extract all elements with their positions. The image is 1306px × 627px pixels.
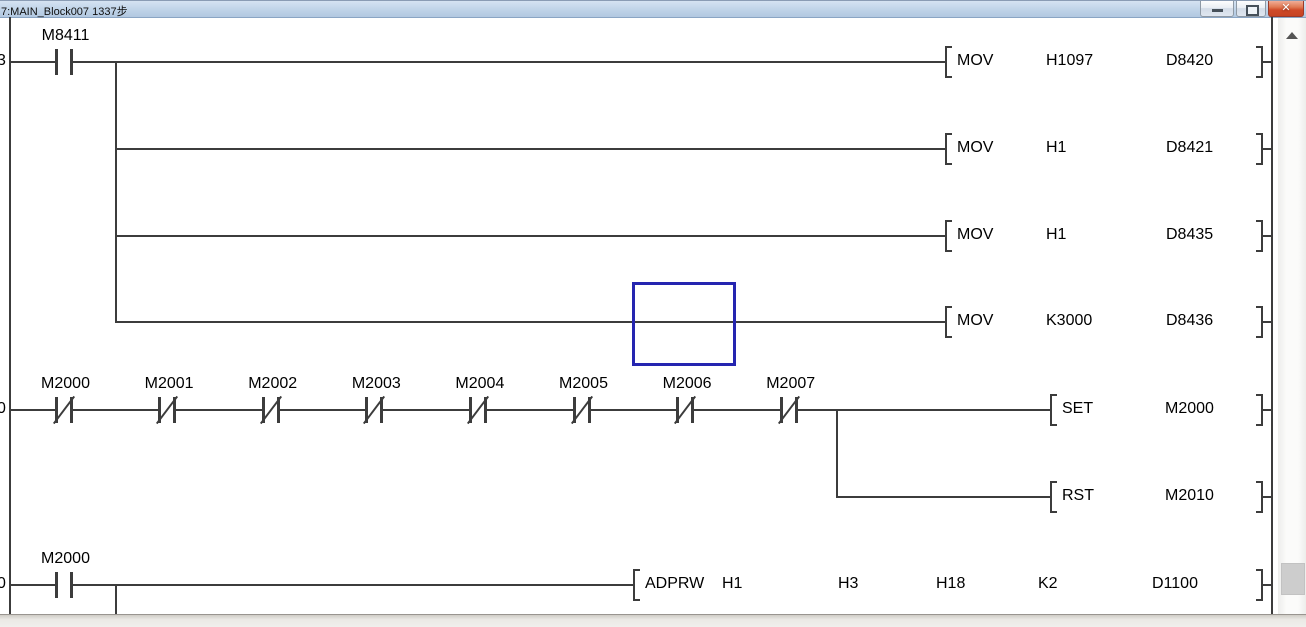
- instruction-open-bracket: [1050, 394, 1057, 426]
- instruction-mnemonic[interactable]: MOV: [957, 139, 994, 156]
- instruction-operand[interactable]: H1: [1046, 139, 1067, 156]
- contact-m8411[interactable]: [54, 49, 73, 75]
- instruction-operand[interactable]: D8420: [1166, 52, 1214, 69]
- ladder-wire: [1263, 496, 1272, 498]
- instruction-mnemonic[interactable]: MOV: [957, 226, 994, 243]
- instruction-operand[interactable]: K2: [1038, 575, 1058, 592]
- window-titlebar[interactable]: 7:MAIN_Block007 1337步 ✕: [0, 0, 1306, 18]
- instruction-open-bracket: [945, 220, 952, 252]
- contact-m2000[interactable]: [54, 572, 73, 598]
- instruction-mnemonic[interactable]: RST: [1062, 487, 1094, 504]
- scrollbar-thumb[interactable]: [1281, 563, 1305, 595]
- left-power-rail: [9, 17, 11, 615]
- branch-wire: [836, 409, 838, 498]
- device-label: M2003: [351, 375, 401, 392]
- instruction-operand[interactable]: D8421: [1166, 139, 1214, 156]
- instruction-close-bracket: [1256, 394, 1263, 426]
- instruction-operand[interactable]: H1: [1046, 226, 1067, 243]
- ladder-wire: [116, 321, 945, 323]
- instruction-operand[interactable]: H3: [838, 575, 859, 592]
- instruction-operand[interactable]: K3000: [1046, 312, 1093, 329]
- device-label: M8411: [41, 27, 90, 44]
- step-number: 0: [0, 400, 6, 417]
- instruction-operand[interactable]: D1100: [1152, 575, 1198, 592]
- instruction-mnemonic[interactable]: SET: [1062, 400, 1094, 417]
- window-bottom-border: [0, 614, 1306, 627]
- ladder-wire: [1263, 584, 1272, 586]
- instruction-operand[interactable]: M2000: [1165, 400, 1214, 417]
- selection-cursor: [632, 282, 736, 366]
- branch-wire: [115, 584, 117, 615]
- device-label: M2001: [144, 375, 194, 392]
- instruction-open-bracket: [945, 306, 952, 338]
- instruction-close-bracket: [1256, 569, 1263, 601]
- instruction-mnemonic[interactable]: MOV: [957, 312, 994, 329]
- ladder-wire: [1263, 148, 1272, 150]
- instruction-close-bracket: [1256, 306, 1263, 338]
- restore-icon: [1246, 4, 1259, 16]
- close-button[interactable]: ✕: [1268, 1, 1304, 17]
- instruction-mnemonic[interactable]: ADPRW: [645, 575, 705, 592]
- ladder-wire: [1263, 61, 1272, 63]
- ladder-wire: [1263, 235, 1272, 237]
- window-title: 7:MAIN_Block007 1337步: [1, 6, 128, 18]
- ladder-wire: [10, 61, 945, 63]
- step-number: 0: [0, 575, 6, 592]
- instruction-operand[interactable]: D8436: [1166, 312, 1214, 329]
- ladder-wire: [10, 584, 633, 586]
- scroll-up-arrow-icon[interactable]: [1286, 32, 1298, 39]
- instruction-operand[interactable]: H1097: [1046, 52, 1094, 69]
- device-label: M2000: [41, 550, 90, 567]
- instruction-operand[interactable]: D8435: [1166, 226, 1214, 243]
- vertical-scrollbar[interactable]: [1278, 18, 1306, 614]
- step-number: 3: [0, 52, 6, 69]
- ladder-wire: [1263, 321, 1272, 323]
- instruction-close-bracket: [1256, 481, 1263, 513]
- restore-button[interactable]: [1236, 1, 1266, 17]
- ladder-wire: [837, 496, 1050, 498]
- device-label: M2006: [662, 375, 712, 392]
- ladder-wire: [1263, 409, 1272, 411]
- instruction-close-bracket: [1256, 46, 1263, 78]
- instruction-mnemonic[interactable]: MOV: [957, 52, 994, 69]
- device-label: M2000: [41, 375, 90, 392]
- instruction-open-bracket: [945, 46, 952, 78]
- right-power-rail: [1271, 17, 1273, 615]
- ladder-wire: [116, 148, 945, 150]
- ladder-wire: [10, 409, 1050, 411]
- instruction-open-bracket: [633, 569, 640, 601]
- close-icon: ✕: [1281, 2, 1291, 14]
- device-label: M2007: [766, 375, 816, 392]
- minimize-button[interactable]: [1200, 1, 1234, 17]
- device-label: M2005: [559, 375, 608, 392]
- device-label: M2004: [455, 375, 505, 392]
- instruction-open-bracket: [945, 133, 952, 165]
- instruction-close-bracket: [1256, 133, 1263, 165]
- ladder-wire: [116, 235, 945, 237]
- instruction-operand[interactable]: H1: [722, 575, 743, 592]
- minimize-icon: [1212, 9, 1223, 12]
- instruction-close-bracket: [1256, 220, 1263, 252]
- device-label: M2002: [248, 375, 298, 392]
- ladder-editor[interactable]: M8411 MOV H1097 D8420 MOV H1 D8421 MOV H1 D8435 MO…: [0, 0, 1278, 615]
- instruction-operand[interactable]: H18: [936, 575, 966, 592]
- instruction-operand[interactable]: M2010: [1165, 487, 1214, 504]
- branch-wire: [115, 61, 117, 323]
- instruction-open-bracket: [1050, 481, 1057, 513]
